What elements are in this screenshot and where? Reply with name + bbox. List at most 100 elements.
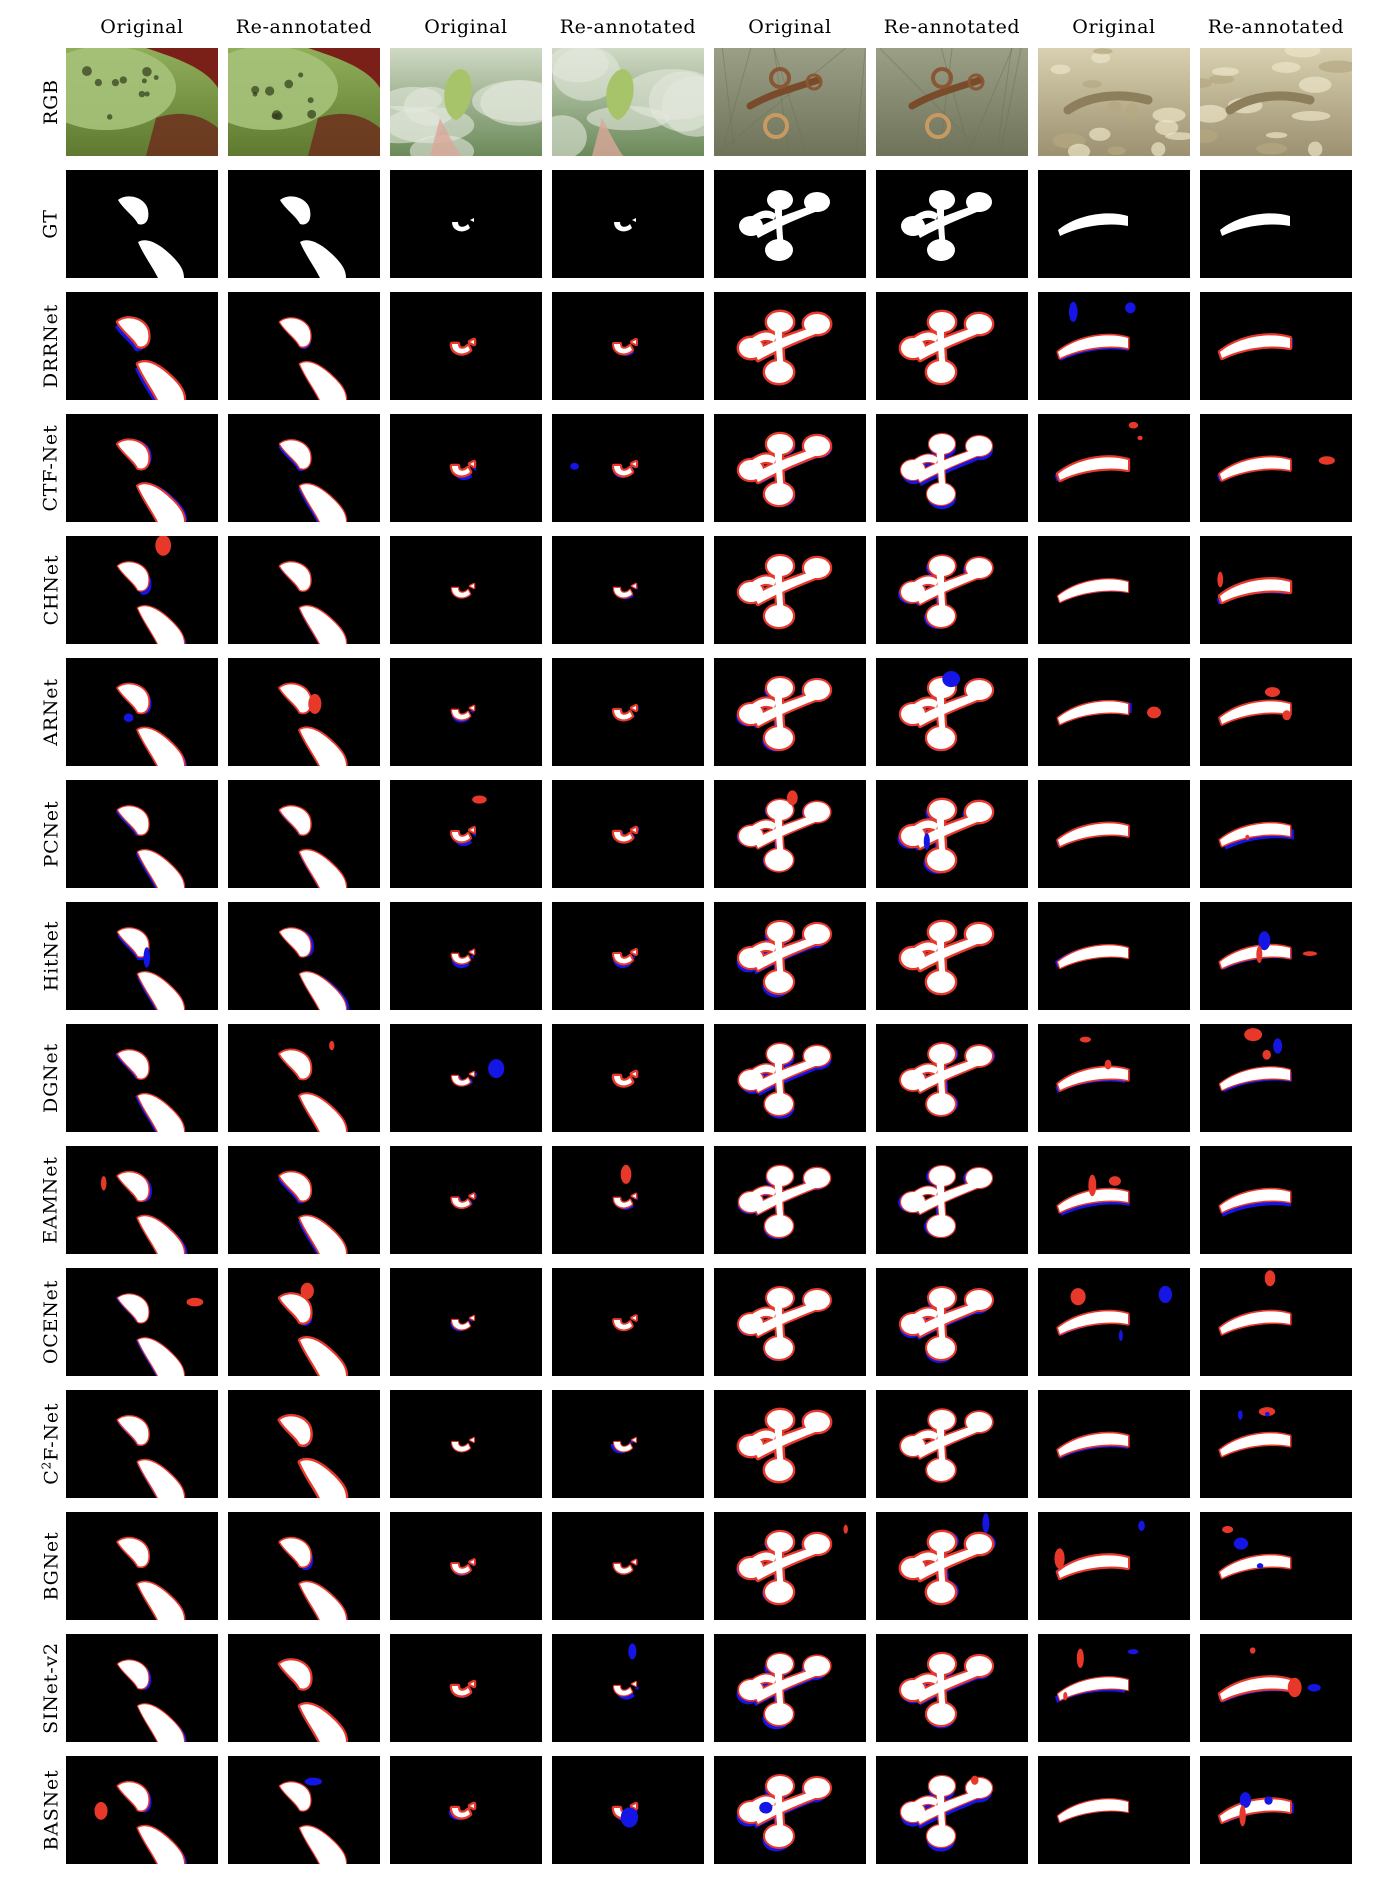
- prediction-mask-r6-c5: [876, 780, 1028, 888]
- prediction-mask-r6-c0: [66, 780, 218, 888]
- column-header-7: Re-annotated: [1196, 14, 1356, 40]
- prediction-mask-r8-c0: [66, 1024, 218, 1132]
- prediction-mask-r9-c3: [552, 1146, 704, 1254]
- prediction-mask-r4-c3: [552, 536, 704, 644]
- prediction-mask-r4-c2: [390, 536, 542, 644]
- prediction-mask-r9-c5: [876, 1146, 1028, 1254]
- prediction-mask-r3-c0: [66, 414, 218, 522]
- prediction-mask-r10-c7: [1200, 1268, 1352, 1376]
- prediction-mask-r13-c1: [228, 1634, 380, 1742]
- prediction-mask-r11-c4: [714, 1390, 866, 1498]
- prediction-mask-r9-c2: [390, 1146, 542, 1254]
- prediction-mask-r2-c5: [876, 292, 1028, 400]
- prediction-mask-r8-c5: [876, 1024, 1028, 1132]
- prediction-mask-r7-c7: [1200, 902, 1352, 1010]
- prediction-mask-r6-c2: [390, 780, 542, 888]
- column-header-6: Original: [1034, 14, 1194, 40]
- prediction-mask-r10-c4: [714, 1268, 866, 1376]
- prediction-mask-r14-c0: [66, 1756, 218, 1864]
- prediction-mask-r6-c1: [228, 780, 380, 888]
- column-header-2: Original: [386, 14, 546, 40]
- column-header-1: Re-annotated: [224, 14, 384, 40]
- row-label-5: ARNet: [36, 658, 66, 766]
- prediction-mask-r12-c2: [390, 1512, 542, 1620]
- row-label-6: PCNet: [36, 780, 66, 888]
- prediction-mask-r13-c2: [390, 1634, 542, 1742]
- prediction-mask-r3-c6: [1038, 414, 1190, 522]
- prediction-mask-r12-c6: [1038, 1512, 1190, 1620]
- prediction-mask-r14-c6: [1038, 1756, 1190, 1864]
- prediction-mask-r14-c5: [876, 1756, 1028, 1864]
- prediction-mask-r7-c3: [552, 902, 704, 1010]
- row-label-10: OCENet: [36, 1268, 66, 1376]
- prediction-mask-r8-c1: [228, 1024, 380, 1132]
- rgb-image-r0-c5: [876, 48, 1028, 156]
- prediction-mask-r8-c2: [390, 1024, 542, 1132]
- prediction-mask-r6-c6: [1038, 780, 1190, 888]
- prediction-mask-r7-c0: [66, 902, 218, 1010]
- ground-truth-mask-r1-c3: [552, 170, 704, 278]
- prediction-mask-r11-c6: [1038, 1390, 1190, 1498]
- row-label-12: BGNet: [36, 1512, 66, 1620]
- prediction-mask-r6-c7: [1200, 780, 1352, 888]
- column-header-4: Original: [710, 14, 870, 40]
- prediction-mask-r9-c0: [66, 1146, 218, 1254]
- prediction-mask-r2-c1: [228, 292, 380, 400]
- ground-truth-mask-r1-c6: [1038, 170, 1190, 278]
- prediction-mask-r11-c3: [552, 1390, 704, 1498]
- prediction-mask-r10-c1: [228, 1268, 380, 1376]
- rgb-image-r0-c0: [66, 48, 218, 156]
- prediction-mask-r14-c3: [552, 1756, 704, 1864]
- prediction-mask-r11-c1: [228, 1390, 380, 1498]
- prediction-mask-r8-c6: [1038, 1024, 1190, 1132]
- prediction-mask-r10-c5: [876, 1268, 1028, 1376]
- prediction-mask-r12-c3: [552, 1512, 704, 1620]
- prediction-mask-r4-c0: [66, 536, 218, 644]
- prediction-mask-r7-c4: [714, 902, 866, 1010]
- prediction-mask-r8-c4: [714, 1024, 866, 1132]
- prediction-mask-r9-c4: [714, 1146, 866, 1254]
- prediction-mask-r6-c3: [552, 780, 704, 888]
- prediction-mask-r2-c0: [66, 292, 218, 400]
- rgb-image-r0-c3: [552, 48, 704, 156]
- prediction-mask-r13-c3: [552, 1634, 704, 1742]
- prediction-mask-r2-c6: [1038, 292, 1190, 400]
- prediction-mask-r13-c5: [876, 1634, 1028, 1742]
- prediction-mask-r12-c1: [228, 1512, 380, 1620]
- prediction-mask-r5-c6: [1038, 658, 1190, 766]
- prediction-mask-r7-c2: [390, 902, 542, 1010]
- row-label-11: C2F-Net: [36, 1390, 66, 1498]
- rgb-image-r0-c1: [228, 48, 380, 156]
- column-header-3: Re-annotated: [548, 14, 708, 40]
- prediction-mask-r5-c0: [66, 658, 218, 766]
- ground-truth-mask-r1-c0: [66, 170, 218, 278]
- prediction-mask-r3-c5: [876, 414, 1028, 522]
- prediction-mask-r7-c1: [228, 902, 380, 1010]
- prediction-mask-r2-c7: [1200, 292, 1352, 400]
- prediction-mask-r4-c6: [1038, 536, 1190, 644]
- row-label-9: EAMNet: [36, 1146, 66, 1254]
- row-label-0: RGB: [36, 48, 66, 156]
- prediction-mask-r5-c1: [228, 658, 380, 766]
- row-label-2: DRRNet: [36, 292, 66, 400]
- prediction-mask-r3-c4: [714, 414, 866, 522]
- prediction-mask-r5-c7: [1200, 658, 1352, 766]
- rgb-image-r0-c2: [390, 48, 542, 156]
- prediction-mask-r4-c1: [228, 536, 380, 644]
- prediction-mask-r3-c7: [1200, 414, 1352, 522]
- row-label-1: GT: [36, 170, 66, 278]
- prediction-mask-r9-c7: [1200, 1146, 1352, 1254]
- row-label-3: CTF-Net: [36, 414, 66, 522]
- prediction-mask-r9-c1: [228, 1146, 380, 1254]
- prediction-mask-r4-c4: [714, 536, 866, 644]
- prediction-mask-r13-c0: [66, 1634, 218, 1742]
- prediction-mask-r7-c5: [876, 902, 1028, 1010]
- prediction-mask-r5-c5: [876, 658, 1028, 766]
- prediction-mask-r10-c3: [552, 1268, 704, 1376]
- ground-truth-mask-r1-c2: [390, 170, 542, 278]
- prediction-mask-r2-c3: [552, 292, 704, 400]
- prediction-mask-r6-c4: [714, 780, 866, 888]
- prediction-mask-r12-c7: [1200, 1512, 1352, 1620]
- prediction-mask-r11-c5: [876, 1390, 1028, 1498]
- rgb-image-r0-c4: [714, 48, 866, 156]
